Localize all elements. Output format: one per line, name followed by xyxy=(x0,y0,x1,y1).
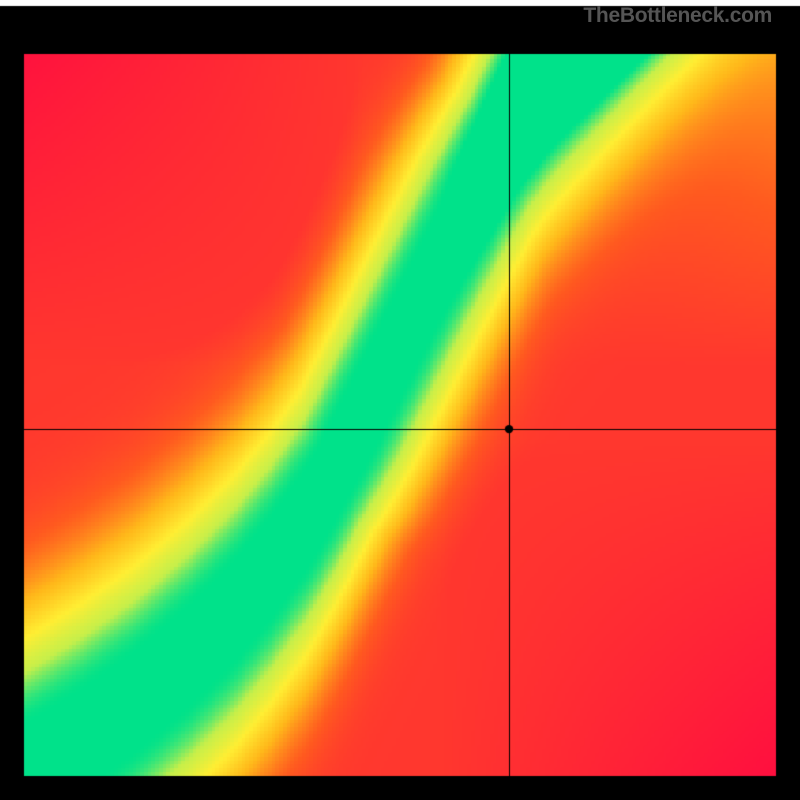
watermark-text: TheBottleneck.com xyxy=(583,4,772,28)
heatmap-canvas xyxy=(0,0,800,800)
chart-container: { "watermark": "TheBottleneck.com", "wat… xyxy=(0,0,800,800)
